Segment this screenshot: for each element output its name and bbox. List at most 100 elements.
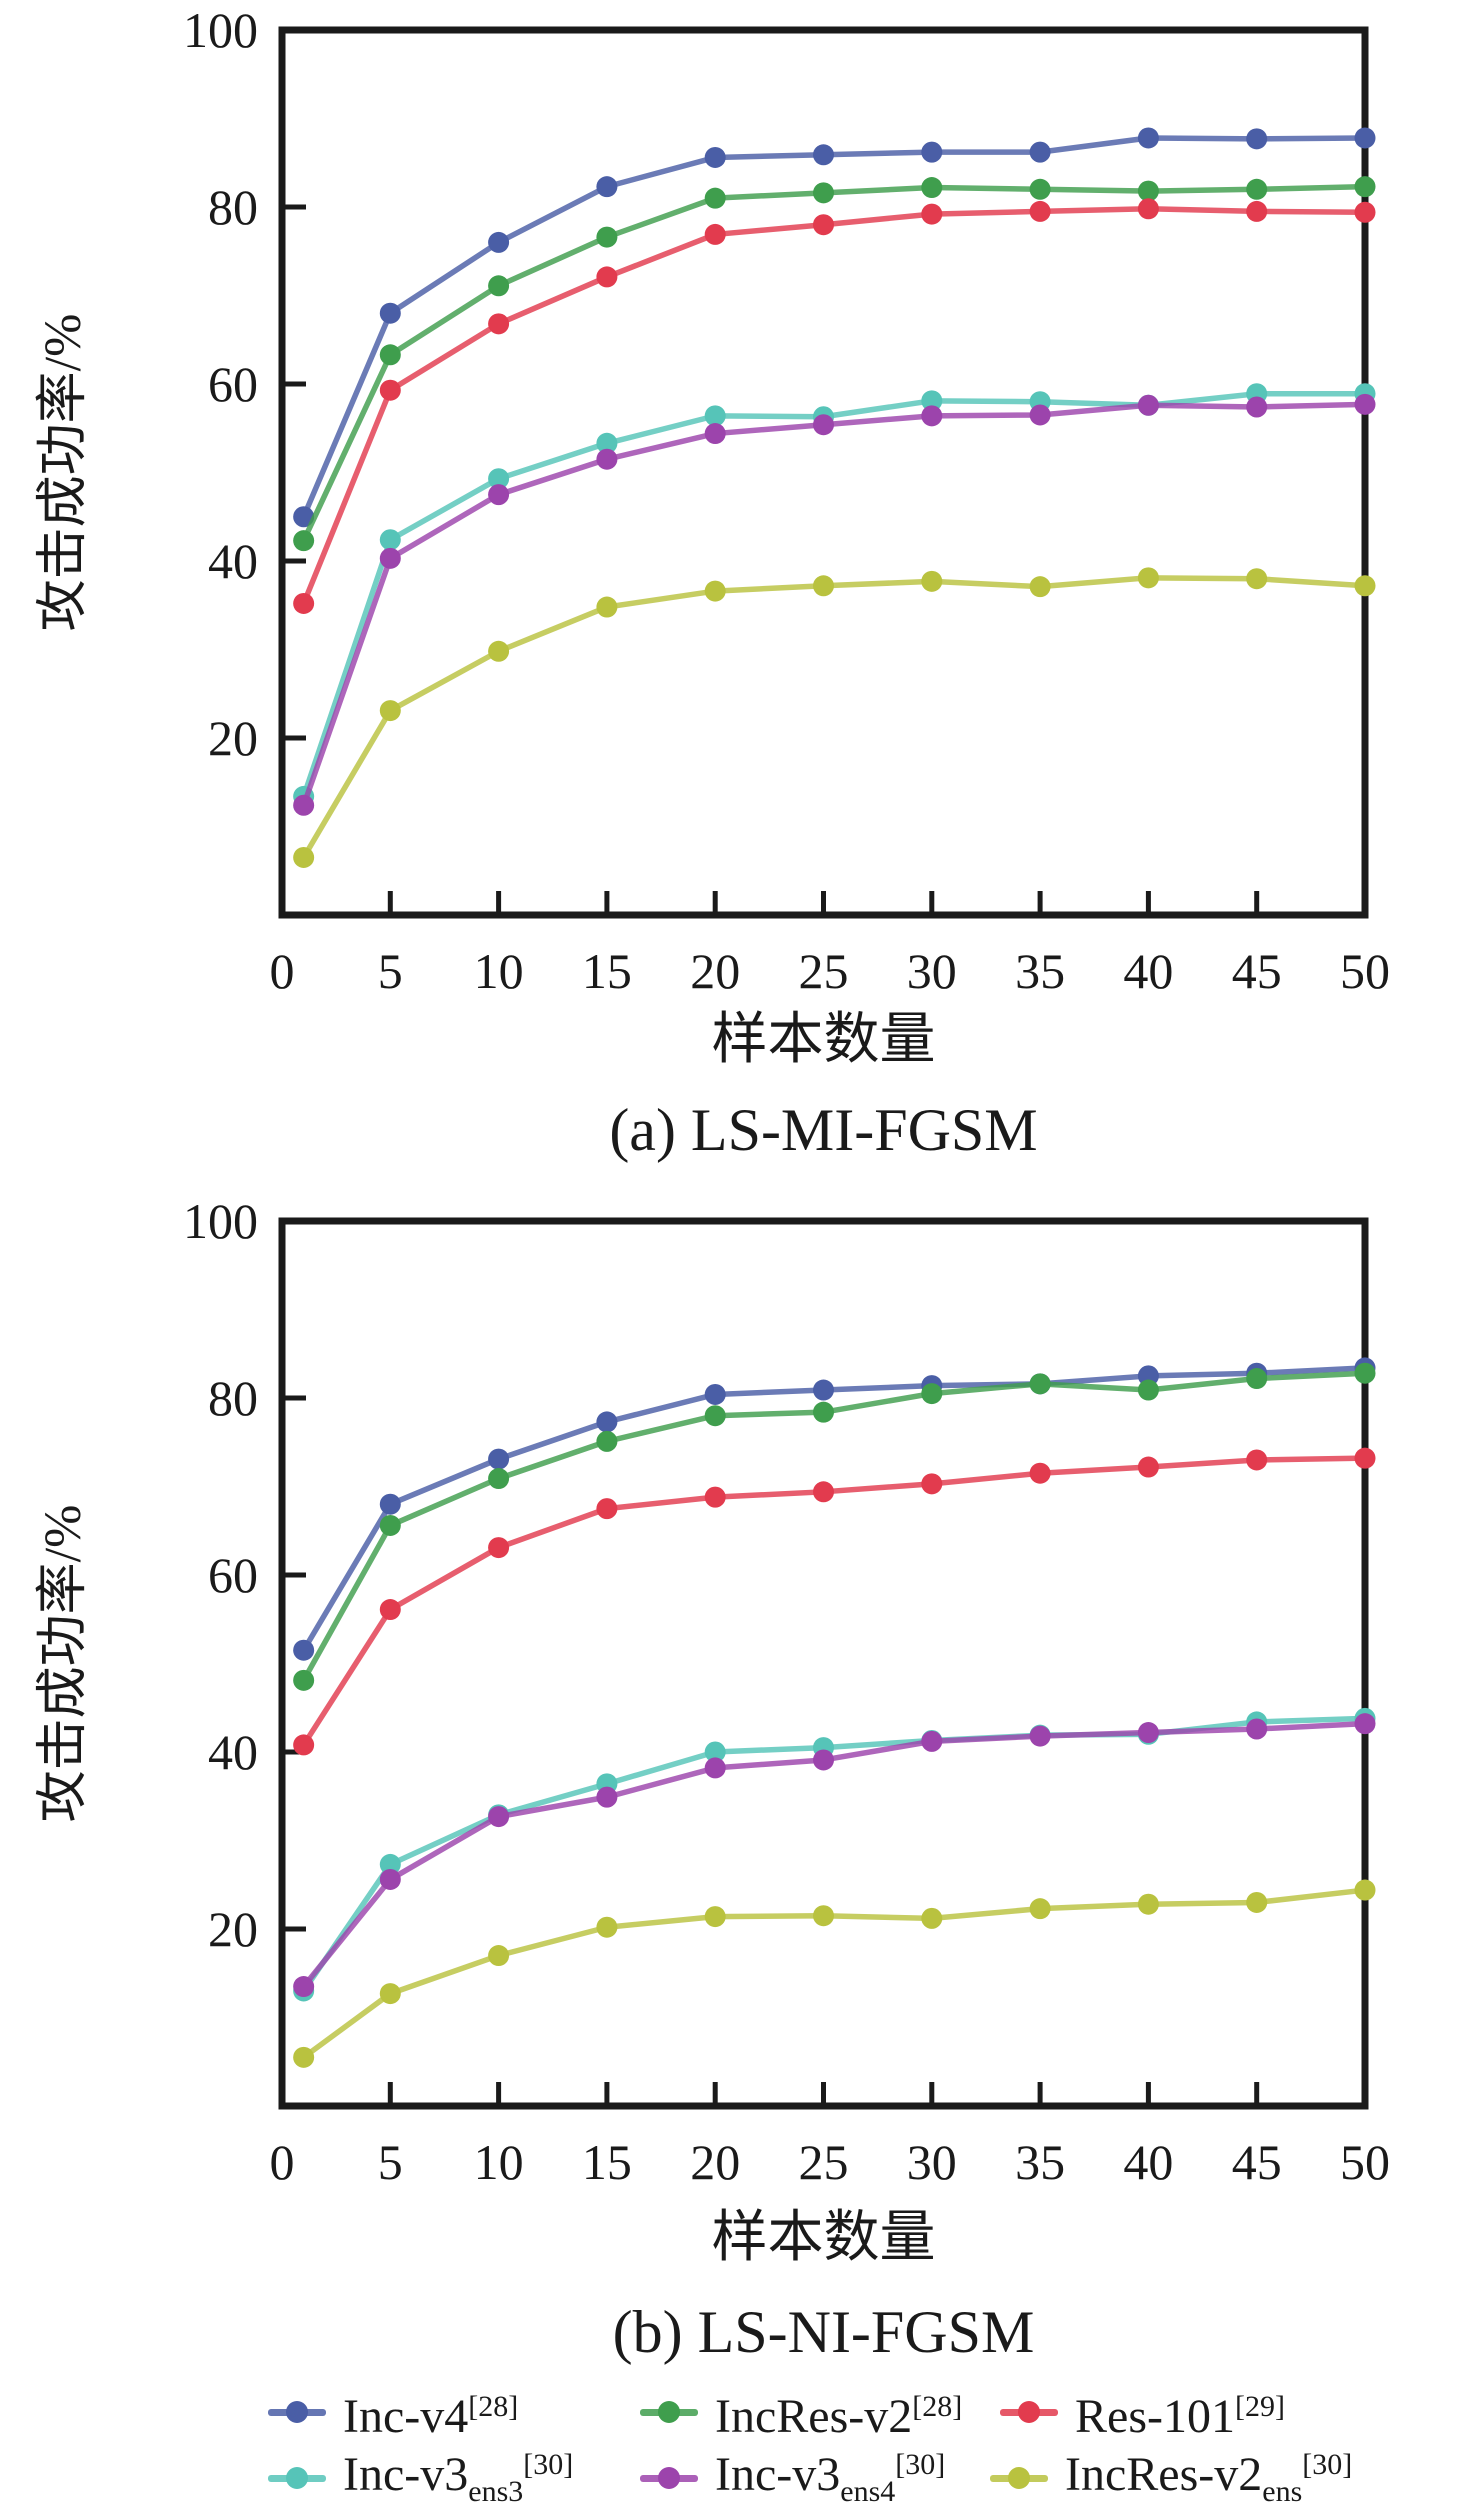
- legend-label: IncRes-v2[28]: [715, 2390, 963, 2443]
- data-point: [1246, 1368, 1268, 1390]
- data-point: [488, 1448, 510, 1470]
- data-point: [1246, 200, 1268, 222]
- x-tick-label: 20: [690, 2134, 740, 2190]
- x-tick-label: 25: [799, 943, 849, 999]
- legend-label: Inc-v3ens4[30]: [715, 2447, 946, 2508]
- data-point: [596, 1786, 618, 1808]
- y-tick-label: 20: [208, 710, 258, 766]
- plot-box: [278, 1217, 1369, 2110]
- x-tick-label: 10: [474, 943, 524, 999]
- data-point: [596, 266, 618, 288]
- data-point: [379, 302, 401, 324]
- data-point: [293, 794, 315, 816]
- x-axis: 0 5 10 15 20 25 30 35 40 45 50: [270, 2082, 1390, 2190]
- x-tick-label: 40: [1123, 2134, 1173, 2190]
- y-axis-title: 攻击成功率/%: [35, 1505, 92, 1823]
- chart-subtitle: (b) LS-NI-FGSM: [613, 2299, 1035, 2365]
- data-point: [704, 1486, 726, 1508]
- data-point: [1137, 1456, 1159, 1478]
- x-tick-label: 15: [582, 2134, 632, 2190]
- y-tick-label: 60: [208, 1547, 258, 1603]
- data-point: [379, 344, 401, 366]
- data-point: [1029, 178, 1051, 200]
- data-point: [704, 580, 726, 602]
- chart-subtitle: (a) LS-MI-FGSM: [609, 1097, 1037, 1163]
- data-point: [1137, 394, 1159, 416]
- data-point: [1137, 567, 1159, 589]
- series-IncRes-v2: [293, 176, 1376, 552]
- data-point: [813, 575, 834, 597]
- x-tick-label: 10: [474, 2134, 524, 2190]
- data-point: [1246, 128, 1268, 150]
- legend-item-IncRes-v2ens: IncRes-v2ens[30]: [990, 2448, 1352, 2508]
- data-point: [488, 1945, 510, 1967]
- series-line: [300, 1720, 1368, 1990]
- data-point: [379, 700, 401, 722]
- data-point: [1354, 176, 1376, 198]
- legend-label: Inc-v4[28]: [343, 2390, 519, 2443]
- legend: Inc-v4[28] IncRes-v2[28] Res-101[29] Inc-v3…: [0, 2383, 1476, 2515]
- x-tick-label: 15: [582, 943, 632, 999]
- data-point: [813, 144, 834, 166]
- data-point: [596, 1916, 618, 1938]
- data-point: [1246, 396, 1268, 418]
- x-tick-label: 35: [1015, 943, 1065, 999]
- data-point: [1354, 1879, 1376, 1901]
- data-point: [704, 1741, 726, 1763]
- data-point: [1354, 393, 1376, 415]
- series-line: [300, 1370, 1368, 1684]
- data-point: [1029, 1373, 1051, 1395]
- series-Inc-v4: [293, 127, 1376, 528]
- data-point: [1029, 141, 1051, 163]
- series-Inc-v3ens3: [293, 383, 1376, 807]
- data-point: [813, 214, 834, 236]
- data-point: [1354, 1447, 1376, 1469]
- data-point: [704, 223, 726, 245]
- series-Inc-v4: [293, 1357, 1376, 1661]
- data-point: [1246, 1891, 1268, 1913]
- y-tick-label: 40: [208, 533, 258, 589]
- data-point: [488, 1537, 510, 1559]
- y-tick-label: 80: [208, 1370, 258, 1426]
- series-line: [300, 1455, 1368, 1748]
- data-point: [704, 405, 726, 427]
- x-tick-label: 5: [378, 943, 403, 999]
- data-point: [1137, 180, 1159, 202]
- x-axis-title: 样本数量: [712, 2207, 936, 2269]
- data-point: [704, 1383, 726, 1405]
- series-line: [300, 390, 1368, 800]
- series-Inc-v3ens4: [293, 393, 1376, 816]
- data-point: [813, 414, 834, 436]
- x-tick-label: 30: [907, 2134, 957, 2190]
- data-point: [293, 2046, 315, 2068]
- legend-label: Inc-v3ens3[30]: [343, 2447, 574, 2508]
- data-point: [704, 1405, 726, 1427]
- x-tick-label: 20: [690, 943, 740, 999]
- x-tick-label: 50: [1340, 2134, 1390, 2190]
- data-point: [488, 1806, 510, 1828]
- y-axis-title: 攻击成功率/%: [35, 314, 92, 632]
- x-tick-label: 30: [907, 943, 957, 999]
- x-tick-label: 40: [1123, 943, 1173, 999]
- data-point: [379, 1493, 401, 1515]
- data-point: [704, 1906, 726, 1928]
- data-point: [921, 570, 943, 592]
- data-point: [921, 203, 943, 225]
- data-point: [293, 592, 315, 614]
- x-tick-label: 5: [378, 2134, 403, 2190]
- data-point: [293, 846, 315, 868]
- data-point: [704, 187, 726, 209]
- x-tick-label: 45: [1232, 943, 1282, 999]
- y-tick-label: 100: [183, 2, 258, 58]
- data-point: [813, 1379, 834, 1401]
- data-point: [293, 506, 315, 528]
- y-axis: 20 40 60 80 100: [183, 1193, 306, 1957]
- x-tick-label: 25: [799, 2134, 849, 2190]
- series-line: [300, 401, 1368, 809]
- y-axis: 20 40 60 80 100: [183, 2, 306, 766]
- data-point: [293, 530, 315, 552]
- legend-label: IncRes-v2ens[30]: [1065, 2447, 1353, 2508]
- series-Res-101: [293, 198, 1376, 614]
- data-point: [921, 405, 943, 427]
- y-tick-label: 20: [208, 1901, 258, 1957]
